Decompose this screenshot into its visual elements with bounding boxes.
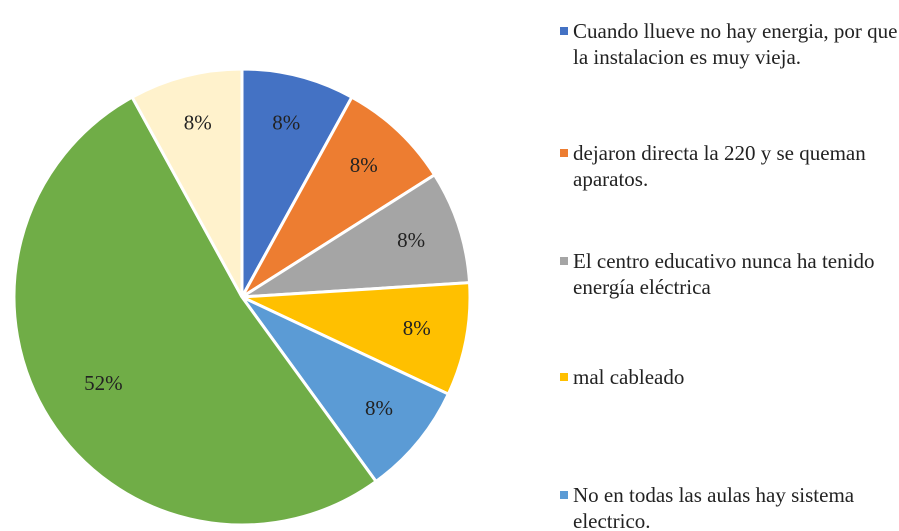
- legend-entry: Cuando llueve no hay energia, por que la…: [558, 18, 899, 70]
- pie-slice: [130, 67, 244, 298]
- legend-swatch: [560, 149, 568, 157]
- pie-slice: [240, 67, 354, 298]
- data-label: 8%: [397, 228, 425, 252]
- data-label: 8%: [365, 396, 393, 420]
- legend-label: mal cableado: [573, 365, 685, 389]
- legend-label: Cuando llueve no hay energia, por que la…: [573, 19, 898, 69]
- legend-label: El centro educativo nunca ha tenido ener…: [573, 249, 875, 299]
- data-label: 8%: [350, 153, 378, 177]
- pie-slice: [12, 95, 379, 527]
- legend-swatch: [560, 27, 568, 35]
- legend-label: dejaron directa la 220 y se queman apara…: [573, 141, 866, 191]
- pie-slice: [241, 172, 472, 299]
- data-label: 52%: [84, 371, 123, 395]
- data-label: 8%: [272, 111, 300, 135]
- legend-entry: dejaron directa la 220 y se queman apara…: [558, 140, 899, 192]
- pie-slice: [240, 295, 451, 484]
- legend-entry: No en todas las aulas hay sistema electr…: [558, 482, 899, 531]
- data-label: 8%: [184, 111, 212, 135]
- pie-slice: [241, 281, 472, 397]
- data-label: 8%: [403, 316, 431, 340]
- pie-slice: [240, 95, 437, 299]
- legend-entry: mal cableado: [558, 364, 899, 390]
- legend-swatch: [560, 373, 568, 381]
- legend-label: No en todas las aulas hay sistema electr…: [573, 483, 855, 531]
- legend-swatch: [560, 491, 568, 499]
- legend-entry: El centro educativo nunca ha tenido ener…: [558, 248, 899, 300]
- legend-swatch: [560, 257, 568, 265]
